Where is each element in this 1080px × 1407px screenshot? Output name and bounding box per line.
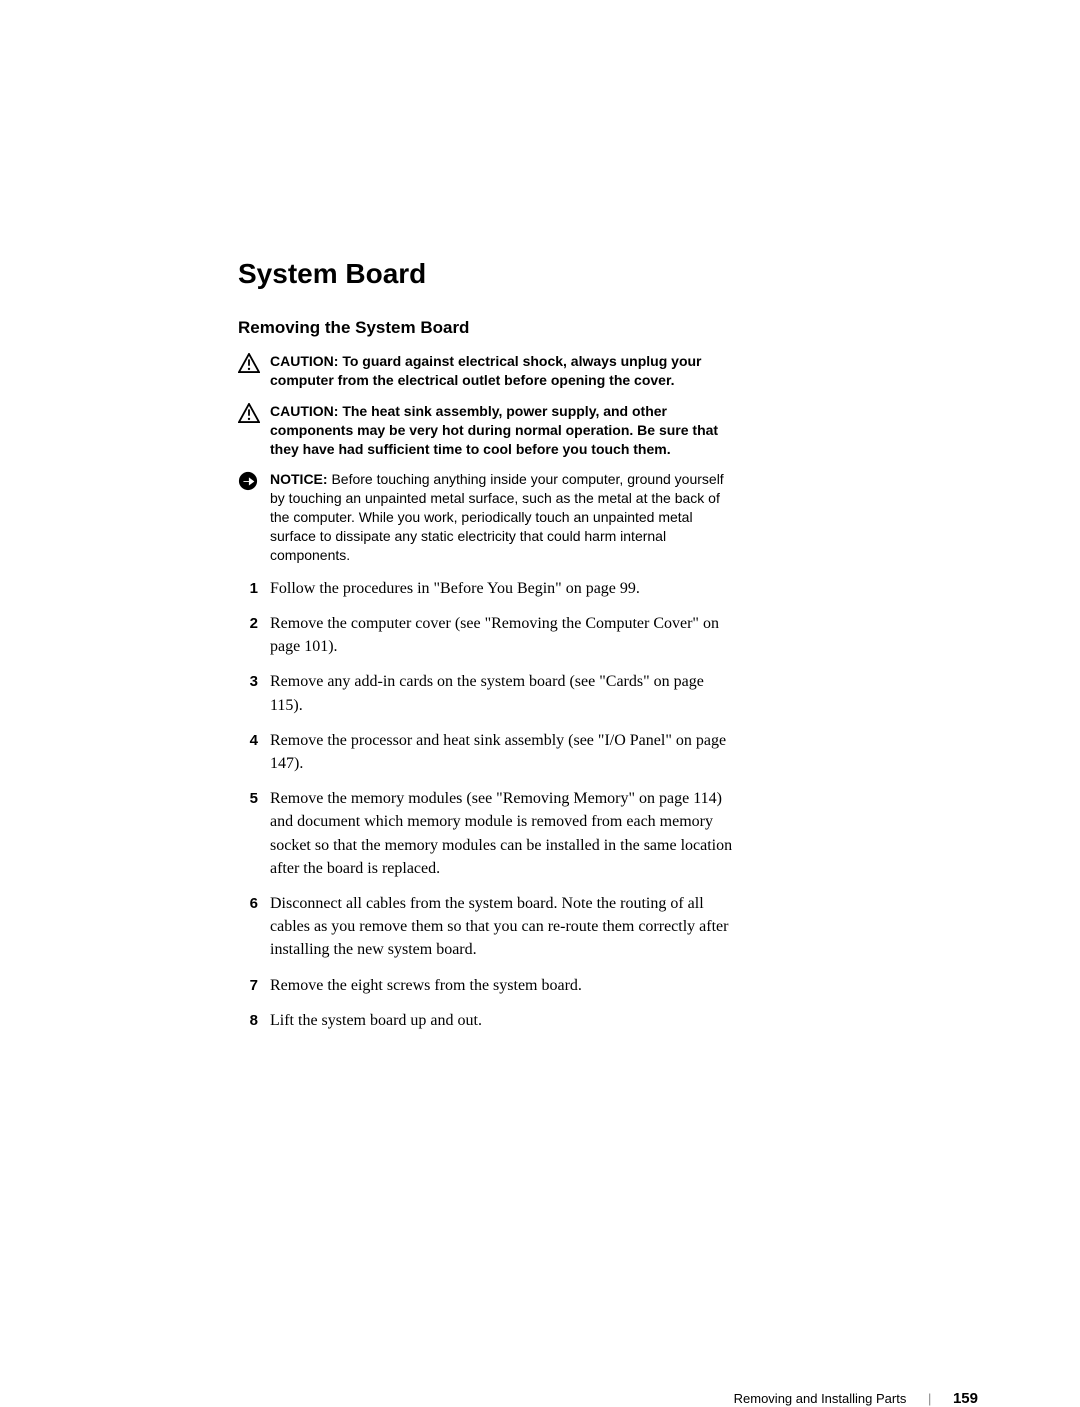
document-page: System Board Removing the System Board C… [238, 258, 938, 1044]
page-footer: Removing and Installing Parts | 159 [238, 1390, 978, 1407]
notice-text: NOTICE: Before touching anything inside … [270, 470, 738, 564]
notice-block: NOTICE: Before touching anything inside … [238, 470, 738, 564]
notice-body: Before touching anything inside your com… [270, 471, 724, 563]
subsection-title: Removing the System Board [238, 318, 938, 338]
step-item: Remove any add-in cards on the system bo… [238, 670, 738, 716]
step-item: Follow the procedures in "Before You Beg… [238, 577, 738, 600]
caution-text-1: CAUTION: To guard against electrical sho… [270, 352, 738, 390]
step-item: Remove the processor and heat sink assem… [238, 729, 738, 775]
footer-section: Removing and Installing Parts [734, 1391, 907, 1406]
section-title: System Board [238, 258, 938, 290]
footer-separator: | [928, 1391, 931, 1406]
caution-block-1: CAUTION: To guard against electrical sho… [238, 352, 738, 390]
step-item: Remove the memory modules (see "Removing… [238, 787, 738, 880]
notice-label: NOTICE: [270, 471, 328, 487]
caution-icon [238, 353, 260, 373]
step-item: Lift the system board up and out. [238, 1009, 738, 1032]
step-item: Remove the computer cover (see "Removing… [238, 612, 738, 658]
step-item: Disconnect all cables from the system bo… [238, 892, 738, 962]
caution-body-2: The heat sink assembly, power supply, an… [270, 403, 718, 457]
steps-list: Follow the procedures in "Before You Beg… [238, 577, 738, 1032]
footer-page-number: 159 [953, 1390, 978, 1407]
caution-label-1: CAUTION: [270, 353, 338, 369]
caution-text-2: CAUTION: The heat sink assembly, power s… [270, 402, 738, 459]
caution-label-2: CAUTION: [270, 403, 338, 419]
notice-icon [238, 471, 260, 491]
caution-block-2: CAUTION: The heat sink assembly, power s… [238, 402, 738, 459]
step-item: Remove the eight screws from the system … [238, 974, 738, 997]
caution-icon [238, 403, 260, 423]
